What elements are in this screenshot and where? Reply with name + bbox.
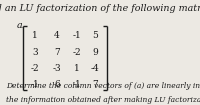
Text: Determine the column vectors of (a) are linearly independent or not by using: Determine the column vectors of (a) are … (6, 82, 200, 90)
Text: -1: -1 (73, 80, 81, 89)
Text: 7: 7 (92, 80, 98, 89)
Text: 1: 1 (74, 64, 80, 73)
Text: 9: 9 (92, 48, 98, 57)
Text: 5: 5 (92, 32, 98, 41)
Text: Find an LU factorization of the following matrices: Find an LU factorization of the followin… (0, 4, 200, 13)
Text: a.: a. (17, 21, 26, 30)
Text: -3: -3 (53, 64, 61, 73)
Text: -2: -2 (31, 64, 39, 73)
Text: -2: -2 (73, 48, 81, 57)
Text: -4: -4 (91, 64, 99, 73)
Text: 6: 6 (54, 80, 60, 89)
Text: 3: 3 (32, 48, 38, 57)
Text: 4: 4 (54, 32, 60, 41)
Text: 1: 1 (32, 32, 38, 41)
Text: -1: -1 (73, 32, 81, 41)
Text: -1: -1 (31, 80, 39, 89)
Text: the information obtained after making LU factorization.: the information obtained after making LU… (6, 96, 200, 104)
Text: 7: 7 (54, 48, 60, 57)
